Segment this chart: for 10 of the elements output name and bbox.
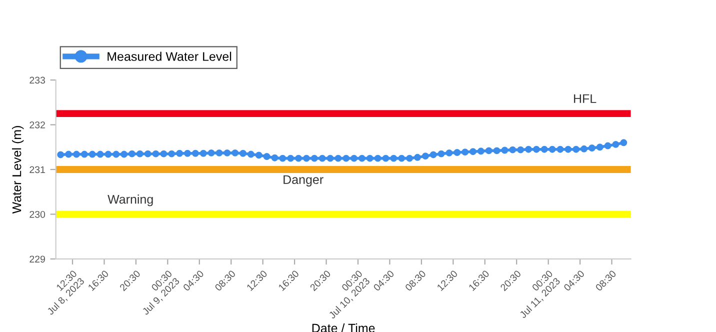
y-tick-label: 230 xyxy=(30,210,46,218)
ref-line-label: HFL xyxy=(574,94,596,103)
y-tick-label: 233 xyxy=(30,76,46,84)
y-tick-label: 232 xyxy=(30,121,45,128)
ref-line-label: Danger xyxy=(284,175,324,187)
legend-label: Measured Water Level xyxy=(108,52,232,61)
y-axis-title: Water Level (m) xyxy=(12,126,24,214)
y-tick-label: 231 xyxy=(30,166,45,174)
ref-line-label: Warning xyxy=(108,194,153,206)
y-tick-label: 229 xyxy=(30,256,45,263)
